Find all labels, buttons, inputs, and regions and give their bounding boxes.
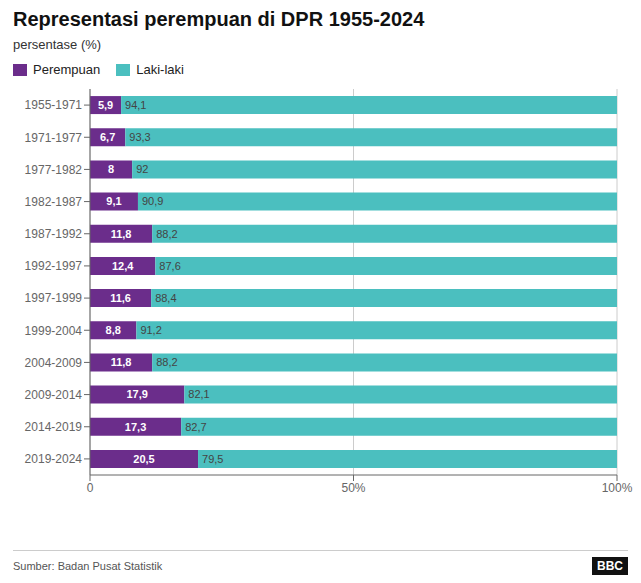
svg-text:2004-2009: 2004-2009: [25, 356, 83, 370]
html-text:Laki-laki: Laki-laki: [136, 62, 184, 77]
svg-text:91,2: 91,2: [140, 324, 161, 336]
svg-text:5,9: 5,9: [98, 99, 113, 111]
svg-text:12,4: 12,4: [112, 260, 134, 272]
svg-text:0: 0: [87, 481, 94, 495]
svg-text:8,8: 8,8: [106, 324, 121, 336]
html-text:Perempuan: Perempuan: [33, 62, 101, 77]
svg-text:88,2: 88,2: [156, 228, 177, 240]
svg-text:1971-1977: 1971-1977: [25, 131, 83, 145]
svg-text:2014-2019: 2014-2019: [25, 420, 83, 434]
svg-text:11,8: 11,8: [111, 228, 132, 240]
svg-text:1955-1971: 1955-1971: [25, 98, 83, 112]
html-text:persentase (%): persentase (%): [13, 37, 102, 52]
svg-text:82,7: 82,7: [185, 421, 206, 433]
svg-text:9,1: 9,1: [106, 195, 121, 207]
svg-text:88,4: 88,4: [155, 292, 176, 304]
svg-text:11,8: 11,8: [111, 356, 132, 368]
svg-text:93,3: 93,3: [129, 131, 150, 143]
svg-text:82,1: 82,1: [188, 388, 209, 400]
svg-text:1992-1997: 1992-1997: [25, 259, 83, 273]
html-text:Representasi perempuan di DPR: Representasi perempuan di DPR 1955-2024: [13, 8, 425, 30]
svg-text:87,6: 87,6: [159, 260, 180, 272]
svg-text:79,5: 79,5: [202, 453, 223, 465]
svg-text:20,5: 20,5: [133, 453, 154, 465]
svg-text:1987-1992: 1987-1992: [25, 227, 83, 241]
html-text:Sumber: Badan Pusat Statistik: Sumber: Badan Pusat Statistik: [13, 560, 163, 572]
svg-text:1997-1999: 1997-1999: [25, 291, 83, 305]
svg-text:50%: 50%: [341, 481, 365, 495]
svg-text:92: 92: [136, 163, 148, 175]
svg-text:6,7: 6,7: [100, 131, 115, 143]
html-text:BBC: BBC: [597, 559, 623, 573]
svg-text:17,9: 17,9: [126, 388, 147, 400]
svg-text:94,1: 94,1: [125, 99, 146, 111]
svg-text:11,6: 11,6: [110, 292, 131, 304]
svg-text:100%: 100%: [602, 481, 633, 495]
svg-text:1977-1982: 1977-1982: [25, 163, 83, 177]
svg-text:90,9: 90,9: [142, 195, 163, 207]
svg-text:1982-1987: 1982-1987: [25, 195, 83, 209]
svg-text:88,2: 88,2: [156, 356, 177, 368]
svg-text:1999-2004: 1999-2004: [25, 324, 83, 338]
svg-text:2019-2024: 2019-2024: [25, 452, 83, 466]
svg-text:17,3: 17,3: [125, 421, 146, 433]
svg-text:2009-2014: 2009-2014: [25, 388, 83, 402]
svg-text:8: 8: [108, 163, 114, 175]
